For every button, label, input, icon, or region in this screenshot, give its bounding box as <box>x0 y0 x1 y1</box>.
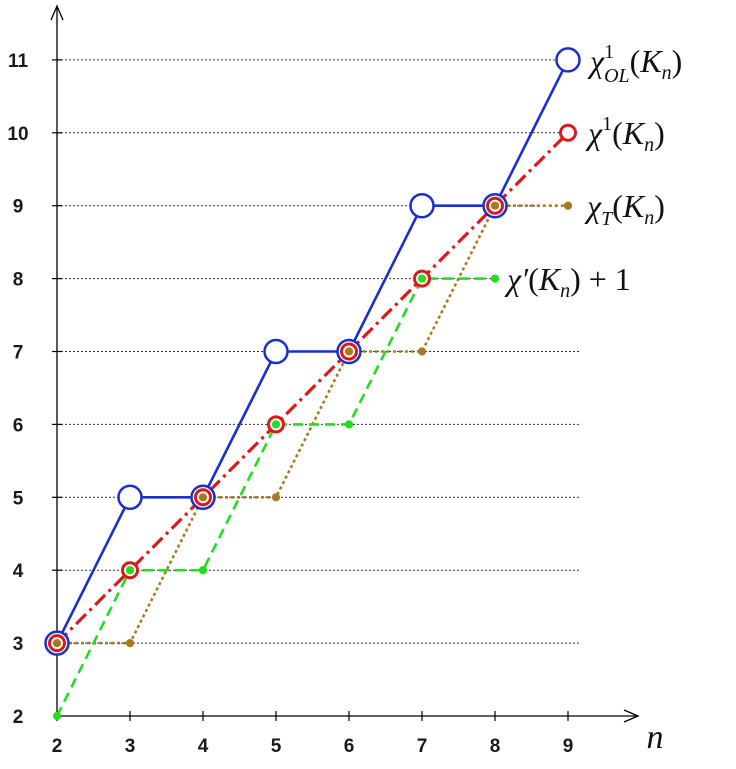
marker-chiT <box>417 347 427 356</box>
y-tick-label: 6 <box>13 415 24 436</box>
y-tick-label: 3 <box>13 634 24 655</box>
y-tick-label: 7 <box>13 343 24 364</box>
marker-chiprime <box>198 566 208 575</box>
y-tick-label: 10 <box>7 124 28 145</box>
marker-chiprime <box>344 420 354 429</box>
x-tick-label: 5 <box>271 736 282 757</box>
y-axis-arrow <box>50 4 64 21</box>
x-tick-label: 6 <box>344 736 355 757</box>
marker-chiT <box>563 201 573 210</box>
marker-chiprime <box>490 274 500 283</box>
x-tick-label: 8 <box>490 736 501 757</box>
marker-chiT <box>198 493 208 502</box>
series-label-chiprime: χ′(Kn) + 1 <box>504 261 631 302</box>
marker-chiprime <box>125 566 135 575</box>
y-tick-label: 11 <box>8 51 29 72</box>
x-tick-label: 9 <box>563 736 574 757</box>
y-tick-label: 5 <box>13 488 24 509</box>
series-label-chi1: χ1(Kn) <box>585 113 665 156</box>
marker-ol <box>117 484 143 511</box>
axes <box>50 4 640 723</box>
marker-ol <box>555 47 581 73</box>
y-tick-label: 4 <box>13 561 24 582</box>
series-layer <box>44 47 581 721</box>
series-labels: χ1 OL(Kn) χ1(Kn) χT(Kn) χ′(Kn) + 1 <box>504 41 682 302</box>
marker-chiprime <box>417 274 427 283</box>
marker-chiT <box>125 639 135 648</box>
marker-chiT <box>344 347 354 356</box>
y-tick-label: 9 <box>13 197 24 218</box>
marker-chiprime <box>52 711 62 721</box>
x-axis-label: n <box>647 719 664 756</box>
series-line-chi1 <box>55 131 570 645</box>
x-tick-label: 4 <box>198 736 209 757</box>
marker-ol <box>409 192 435 219</box>
x-tick-label: 3 <box>125 736 136 757</box>
marker-chiT <box>271 493 281 502</box>
series-label-chiT: χT(Kn) <box>584 188 665 230</box>
marker-chiT <box>490 201 500 210</box>
y-tick-label: 2 <box>13 707 24 728</box>
marker-chiT <box>52 639 62 648</box>
marker-ol <box>263 338 289 365</box>
y-tick-label: 8 <box>13 270 24 291</box>
x-axis-arrow <box>623 709 640 723</box>
marker-chi1 <box>559 123 577 142</box>
marker-chiprime <box>271 420 281 429</box>
series-label-ol: χ1 OL(Kn) <box>587 41 682 87</box>
x-tick-label: 7 <box>417 736 428 757</box>
tick-labels: 2 3 4 5 6 7 8 9 10 11 2 3 4 5 6 7 8 9 n <box>7 51 663 757</box>
x-tick-label: 2 <box>52 736 63 757</box>
